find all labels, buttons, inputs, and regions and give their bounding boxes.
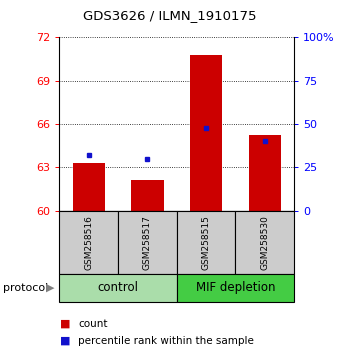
Text: GSM258515: GSM258515	[202, 215, 210, 270]
Bar	[131, 179, 164, 211]
Bar	[59, 211, 118, 274]
Bar	[118, 211, 177, 274]
Bar	[177, 274, 294, 302]
Text: count: count	[78, 319, 108, 329]
Text: ■: ■	[59, 336, 70, 346]
Text: control: control	[98, 281, 139, 295]
Text: MIF depletion: MIF depletion	[196, 281, 275, 295]
Text: GSM258516: GSM258516	[84, 215, 93, 270]
Bar	[59, 274, 177, 302]
Bar	[249, 136, 281, 211]
Bar	[235, 211, 294, 274]
Text: GSM258530: GSM258530	[260, 215, 269, 270]
Text: protocol: protocol	[3, 283, 49, 293]
Bar	[177, 211, 235, 274]
Bar	[73, 163, 105, 211]
Text: ▶: ▶	[46, 283, 54, 293]
Text: GSM258517: GSM258517	[143, 215, 152, 270]
Text: ■: ■	[59, 319, 70, 329]
Bar	[190, 55, 222, 211]
Text: percentile rank within the sample: percentile rank within the sample	[78, 336, 254, 346]
Text: GDS3626 / ILMN_1910175: GDS3626 / ILMN_1910175	[83, 10, 257, 22]
